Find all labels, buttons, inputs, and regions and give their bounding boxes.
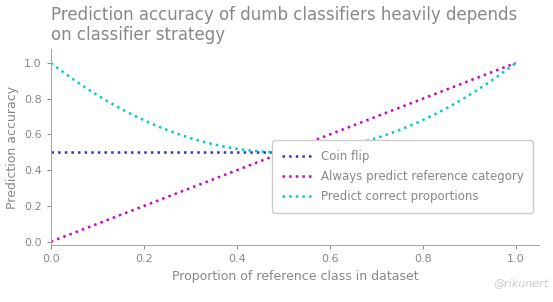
Coin flip bbox=[429, 150, 435, 154]
Coin flip bbox=[501, 150, 508, 154]
Always predict reference category bbox=[429, 93, 435, 97]
Line: Predict correct proportions: Predict correct proportions bbox=[51, 63, 515, 152]
Text: Prediction accuracy of dumb classifiers heavily depends
on classifier strategy: Prediction accuracy of dumb classifiers … bbox=[51, 5, 517, 44]
Always predict reference category bbox=[268, 155, 275, 159]
Predict correct proportions bbox=[271, 150, 278, 154]
Predict correct proportions bbox=[268, 150, 275, 154]
Coin flip bbox=[299, 150, 306, 154]
Coin flip bbox=[271, 150, 278, 154]
X-axis label: Proportion of reference class in dataset: Proportion of reference class in dataset bbox=[171, 270, 418, 283]
Line: Always predict reference category: Always predict reference category bbox=[51, 63, 515, 242]
Predict correct proportions bbox=[279, 150, 286, 154]
Always predict reference category bbox=[48, 240, 54, 243]
Legend: Coin flip, Always predict reference category, Predict correct proportions: Coin flip, Always predict reference cate… bbox=[272, 140, 533, 213]
Coin flip bbox=[324, 150, 331, 154]
Always predict reference category bbox=[512, 61, 519, 65]
Predict correct proportions bbox=[502, 69, 509, 72]
Text: @rikunert: @rikunert bbox=[493, 278, 549, 288]
Y-axis label: Prediction accuracy: Prediction accuracy bbox=[6, 85, 19, 209]
Always predict reference category bbox=[501, 66, 508, 69]
Predict correct proportions bbox=[430, 114, 436, 117]
Predict correct proportions bbox=[48, 61, 54, 65]
Always predict reference category bbox=[324, 133, 331, 137]
Always predict reference category bbox=[299, 143, 306, 147]
Predict correct proportions bbox=[300, 150, 306, 153]
Coin flip bbox=[268, 150, 275, 154]
Predict correct proportions bbox=[325, 147, 332, 151]
Coin flip bbox=[512, 150, 519, 154]
Predict correct proportions bbox=[512, 61, 519, 65]
Always predict reference category bbox=[271, 154, 278, 158]
Coin flip bbox=[48, 150, 54, 154]
